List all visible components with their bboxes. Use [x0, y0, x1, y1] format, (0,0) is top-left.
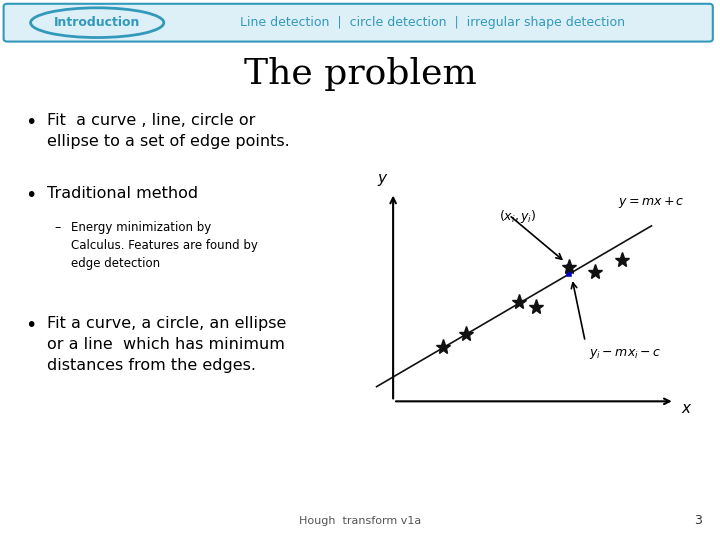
Text: $(x_i, y_i)$: $(x_i, y_i)$ [499, 207, 536, 225]
Text: $y$: $y$ [377, 172, 389, 188]
Text: $y = mx + c$: $y = mx + c$ [618, 195, 685, 210]
Text: Fit  a curve , line, circle or
ellipse to a set of edge points.: Fit a curve , line, circle or ellipse to… [47, 113, 289, 150]
FancyBboxPatch shape [4, 4, 713, 42]
Ellipse shape [31, 8, 164, 38]
Text: $x$: $x$ [681, 401, 693, 416]
Text: Line detection  |  circle detection  |  irregular shape detection: Line detection | circle detection | irre… [240, 16, 624, 29]
Text: 3: 3 [694, 514, 702, 526]
Text: Introduction: Introduction [54, 16, 140, 29]
Text: Traditional method: Traditional method [47, 186, 198, 201]
Text: •: • [25, 316, 37, 335]
Text: Hough  transform v1a: Hough transform v1a [299, 516, 421, 526]
Text: –: – [54, 221, 60, 234]
Text: •: • [25, 113, 37, 132]
Text: •: • [25, 186, 37, 205]
Text: The problem: The problem [243, 57, 477, 91]
Text: Fit a curve, a circle, an ellipse
or a line  which has minimum
distances from th: Fit a curve, a circle, an ellipse or a l… [47, 316, 286, 373]
Text: Energy minimization by
Calculus. Features are found by
edge detection: Energy minimization by Calculus. Feature… [71, 221, 258, 271]
Text: $y_i - mx_i - c$: $y_i - mx_i - c$ [588, 347, 661, 361]
